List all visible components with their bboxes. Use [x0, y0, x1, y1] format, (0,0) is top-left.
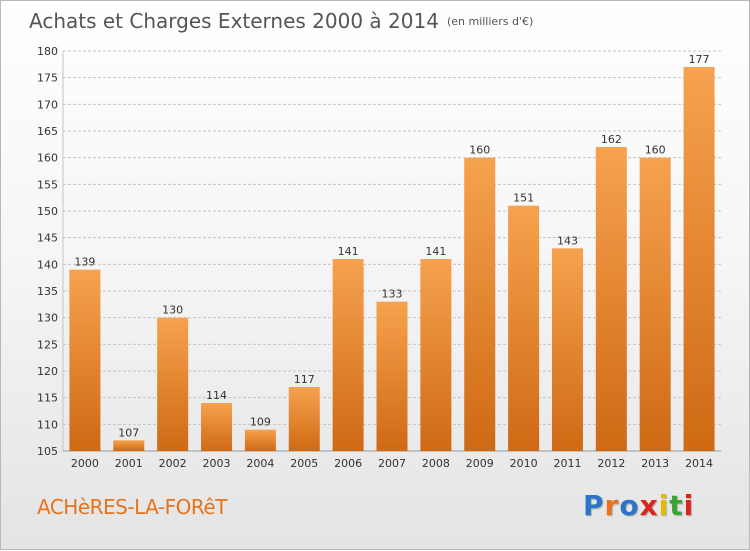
- y-tick-label: 150: [37, 205, 58, 218]
- data-labels: 139 107 130 114 109 117 141 133 141 160 151 143 162 1…: [74, 53, 709, 439]
- logo-letter: i: [658, 489, 670, 522]
- y-tick-label: 130: [37, 312, 58, 325]
- y-tick-label: 175: [37, 72, 58, 85]
- data-label-2000: 139: [74, 256, 95, 269]
- bar-2011: [551, 248, 583, 451]
- bar-2005: [288, 387, 320, 451]
- y-tick-label: 115: [37, 392, 58, 405]
- proxiti-logo[interactable]: Proxiti: [583, 489, 694, 522]
- y-tick-label: 170: [37, 98, 58, 111]
- x-tick-label-2007: 2007: [378, 457, 406, 470]
- y-tick-label: 110: [37, 418, 58, 431]
- x-tick-label-2012: 2012: [597, 457, 625, 470]
- y-tick-label: 145: [37, 232, 58, 245]
- x-tick-label-2001: 2001: [115, 457, 143, 470]
- bar-2013: [639, 157, 671, 451]
- data-label-2007: 133: [382, 288, 403, 301]
- bars: [69, 67, 715, 451]
- x-tick-label-2006: 2006: [334, 457, 362, 470]
- data-label-2013: 160: [645, 144, 666, 157]
- x-tick-label-2014: 2014: [685, 457, 713, 470]
- x-tick-label-2004: 2004: [246, 457, 274, 470]
- y-tick-label: 125: [37, 338, 58, 351]
- bar-2007: [376, 301, 408, 451]
- x-tick-label-2009: 2009: [466, 457, 494, 470]
- logo-letter: P: [583, 489, 605, 522]
- title-text: Achats et Charges Externes 2000 à 2014: [29, 9, 439, 33]
- logo-letter: r: [604, 489, 620, 522]
- bar-2000: [69, 269, 101, 451]
- x-tick-label-2005: 2005: [290, 457, 318, 470]
- data-label-2010: 151: [513, 192, 534, 205]
- data-label-2004: 109: [250, 416, 271, 429]
- data-label-2001: 107: [118, 426, 139, 439]
- bar-2010: [508, 205, 540, 451]
- commune-name: ACHèRES-LA-FORêT: [37, 495, 227, 519]
- y-tick-label: 120: [37, 365, 58, 378]
- y-tick-label: 140: [37, 258, 58, 271]
- x-tick-label-2010: 2010: [510, 457, 538, 470]
- y-tick-label: 165: [37, 125, 58, 138]
- bar-2006: [332, 259, 364, 451]
- y-tick-label: 155: [37, 178, 58, 191]
- x-tick-label-2003: 2003: [203, 457, 231, 470]
- data-label-2006: 141: [338, 245, 359, 258]
- x-tick-label-2013: 2013: [641, 457, 669, 470]
- data-label-2012: 162: [601, 133, 622, 146]
- bar-2012: [595, 147, 627, 451]
- bar-2002: [157, 317, 189, 451]
- y-tick-label: 160: [37, 152, 58, 165]
- logo-letter: t: [669, 489, 684, 522]
- data-label-2005: 117: [294, 373, 315, 386]
- logo-letter: x: [639, 489, 659, 522]
- y-tick-label: 105: [37, 445, 58, 458]
- logo-letter: i: [683, 489, 695, 522]
- title-unit: (en milliers d'€): [446, 15, 534, 28]
- bar-2001: [113, 440, 145, 451]
- data-label-2009: 160: [469, 144, 490, 157]
- chart-title: Achats et Charges Externes 2000 à 2014 (e…: [29, 9, 533, 33]
- data-label-2002: 130: [162, 304, 183, 317]
- x-tick-label-2011: 2011: [553, 457, 581, 470]
- logo-letter: o: [619, 489, 640, 522]
- bar-2014: [683, 67, 715, 451]
- x-tick-label-2002: 2002: [159, 457, 187, 470]
- data-label-2008: 141: [425, 245, 446, 258]
- x-tick-label-2008: 2008: [422, 457, 450, 470]
- x-tick-label-2000: 2000: [71, 457, 99, 470]
- bar-2008: [420, 259, 452, 451]
- y-axis: 105 110 115 120 125 130 135 140 145 150 155 160 165 1…: [37, 45, 58, 458]
- bar-2004: [244, 429, 276, 451]
- data-label-2011: 143: [557, 234, 578, 247]
- bar-2009: [464, 157, 496, 451]
- data-label-2014: 177: [689, 53, 710, 66]
- bar-2003: [201, 403, 233, 451]
- data-label-2003: 114: [206, 389, 227, 402]
- y-tick-label: 180: [37, 45, 58, 58]
- y-tick-label: 135: [37, 285, 58, 298]
- x-axis: 2000 2001 2002 2003 2004 2005 2006 2007 2008 2009…: [71, 457, 713, 470]
